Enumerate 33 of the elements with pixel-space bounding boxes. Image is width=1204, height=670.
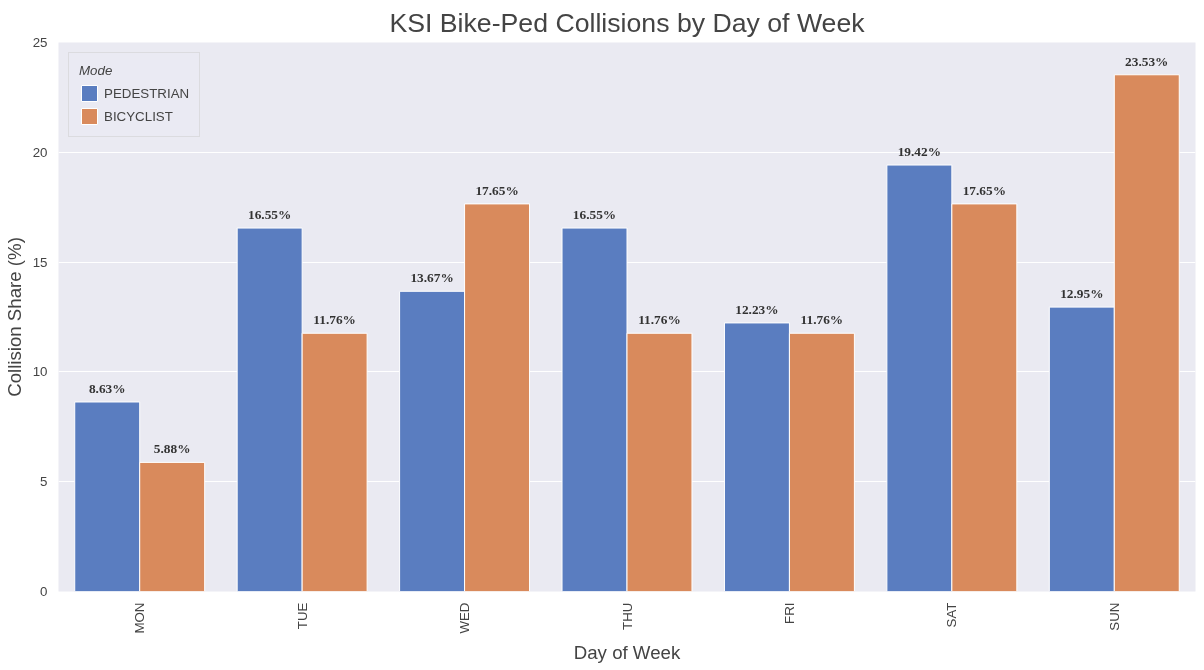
x-tick-label: SAT: [944, 602, 960, 628]
y-tick-label: 20: [32, 144, 48, 160]
x-axis-title: Day of Week: [573, 641, 681, 663]
text: 11.76%: [638, 312, 681, 328]
chart-title: KSI Bike-Ped Collisions by Day of Week: [389, 7, 866, 38]
text: 11.76%: [313, 312, 356, 328]
text: 17.65%: [962, 182, 1007, 198]
x-tick-label: WED: [457, 602, 473, 634]
x-tick-label: SUN: [1106, 602, 1122, 631]
legend-label: BICYCLIST: [104, 108, 173, 124]
y-tick-label: 5: [40, 474, 48, 490]
y-tick-label: 10: [32, 364, 48, 380]
y-axis-title: Collision Share (%): [3, 237, 25, 397]
text: 16.55%: [572, 207, 617, 223]
x-tick-label: MON: [132, 602, 148, 634]
text: 13.67%: [410, 270, 454, 286]
text: 8.63%: [88, 380, 126, 396]
text: 12.95%: [1060, 286, 1104, 302]
x-tick-label: THU: [619, 602, 635, 630]
legend-title: Mode: [79, 63, 114, 78]
text: 5.88%: [153, 441, 191, 457]
x-tick-label: FRI: [781, 602, 797, 624]
x-tick-label: TUE: [294, 602, 310, 630]
y-tick-label: 15: [32, 254, 48, 270]
text: 12.23%: [735, 301, 779, 317]
text: 16.55%: [248, 207, 292, 223]
y-tick-label: 25: [32, 35, 48, 50]
y-tick-label: 0: [40, 584, 48, 599]
text: 11.76%: [800, 312, 844, 328]
text: 19.42%: [897, 144, 942, 160]
text: 23.53%: [1125, 53, 1169, 69]
legend-label: PEDESTRIAN: [104, 85, 190, 101]
text: 17.65%: [475, 182, 519, 198]
